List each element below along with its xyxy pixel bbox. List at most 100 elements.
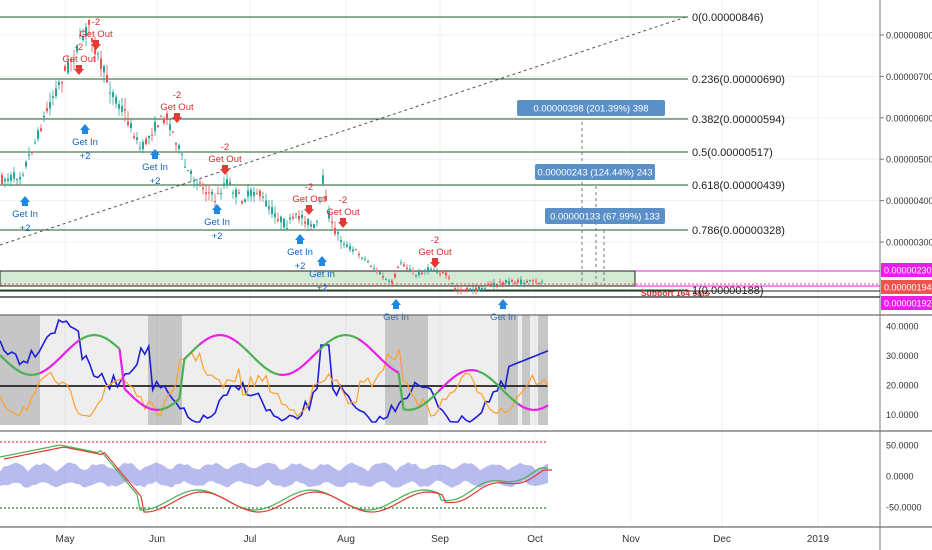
di-plus-segment [537,406,544,411]
indicator-shaded-zone [538,315,548,425]
get-in-label: Get In [309,269,335,280]
candle-body [160,115,162,117]
price-tick-label: 0.00000400 [886,196,932,206]
candle-body [484,288,486,290]
di-plus-segment [397,372,405,410]
di-plus-segment [358,338,365,344]
di-plus-segment [138,401,146,408]
di-plus-segment [228,336,235,341]
candle-body [505,280,507,283]
candle-body [460,289,462,292]
di-plus-segment [99,334,106,339]
di-plus-segment [159,407,165,411]
candle-body [40,128,42,131]
get-out-label: Get Out [62,54,96,65]
candle-body [499,281,501,283]
di-plus-segment [492,380,499,387]
di-plus-segment [482,372,489,378]
candle-body [415,275,417,277]
di-plus-segment [193,343,201,351]
di-plus-segment [367,346,375,353]
candle-body [451,282,453,284]
candle-body [49,102,51,109]
candle-body [262,196,264,198]
candle-body [433,269,435,271]
down-arrow-icon [304,205,314,215]
di-plus-segment [113,343,121,350]
price-badge-label: 0.00000194 [884,283,932,293]
indicator-shaded-zone [0,315,40,425]
di-plus-segment [403,408,409,412]
candle-body [319,196,321,198]
up-arrow-icon [212,204,222,214]
down-arrow-icon [172,113,182,123]
di-plus-segment [133,397,141,404]
oscillator-panel[interactable]: 50.0000 0.0000 -50.0000 [0,441,922,513]
di-plus-segment [89,333,95,337]
get-in-label: Get In [383,312,409,323]
time-axis-label: Jul [244,534,257,545]
di-plus-segment [313,349,320,357]
di-plus-segment [19,370,26,375]
signal-minus-label: -2 [173,90,181,101]
candle-body [64,66,66,71]
get-in-label: Get In [490,312,516,323]
fib-level-label: 0.236(0.00000690) [692,74,785,86]
candle-body [7,178,9,181]
candle-body [529,279,531,281]
candle-body [145,138,147,144]
candle-body [274,213,276,218]
di-plus-segment [263,365,270,372]
di-plus-segment [24,372,31,377]
price-badge [881,296,932,310]
oscillator-histogram [0,462,548,488]
signal-minus-label: -2 [431,235,439,246]
candle-body [403,264,405,267]
candle-body [487,284,489,287]
di-plus-segment [149,407,155,411]
di-plus-segment [118,348,126,390]
di-plus-segment [253,356,260,364]
di-plus-segment [223,334,230,339]
fib-level-label: 0.786(0.00000328) [692,225,785,237]
price-panel[interactable]: Support 164 sats 0(0.00000846) 0.236(0.000… [0,12,880,323]
di-plus-segment [128,393,136,400]
di-plus-segment [437,385,445,393]
di-plus-segment [417,403,425,409]
candle-body [124,109,126,111]
di-plus-segment [0,354,6,361]
candle-body [106,74,108,83]
candle-body [163,118,165,124]
candle-body [427,267,429,271]
di-plus-segment [49,361,56,368]
get-out-label: Get Out [208,154,242,165]
di-plus-segment [183,353,191,360]
candle-body [406,267,408,269]
adx-panel[interactable]: 40.0000 30.0000 20.0000 10.0000 [0,315,919,425]
candle-body [55,88,57,97]
candle-body [115,96,117,104]
candle-body [214,201,216,203]
candle-body [424,270,426,272]
candle-body [442,272,444,274]
di-plus-segment [447,376,455,383]
di-plus-segment [393,368,400,374]
candle-body [184,166,186,168]
signal-minus-label: -2 [339,195,347,206]
candle-body [73,59,75,61]
candle-body [16,179,18,181]
candle-body [388,280,390,282]
di-plus-segment [502,389,509,397]
candle-body [82,36,84,40]
candle-body [400,262,402,264]
di-plus-segment [338,334,344,338]
di-plus-segment [54,357,61,364]
get-out-label: Get Out [79,29,113,40]
price-tick-label: 0.00000300 [886,238,932,248]
di-plus-segment [63,347,71,354]
time-axis-label: 2019 [807,534,830,545]
di-plus-segment [372,350,380,358]
di-plus-segment [308,354,315,362]
candle-body [334,227,336,234]
